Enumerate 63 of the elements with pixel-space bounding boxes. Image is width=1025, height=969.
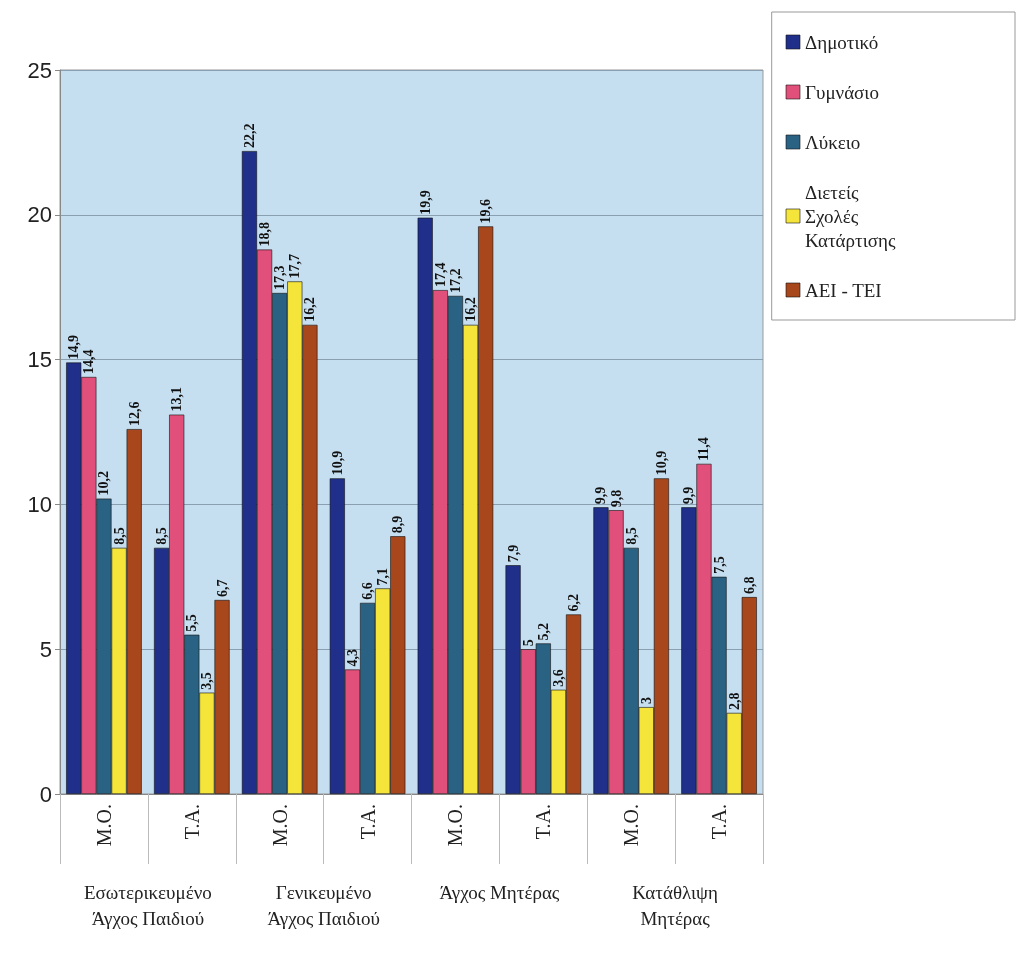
data-label: 16,2: [463, 297, 479, 322]
data-label: 6,2: [566, 593, 582, 612]
x-tick-label: Τ.Α.: [356, 804, 379, 840]
text: Άγχος Μητέρας: [439, 881, 560, 903]
data-label: 13,1: [169, 387, 185, 412]
data-label: 4,3: [344, 648, 360, 667]
legend-label: Διετείς Σχολές Κατάρτισης: [805, 181, 896, 251]
data-label: 8,5: [111, 527, 127, 545]
data-label: 9,9: [593, 486, 609, 505]
data-label: 6,6: [360, 582, 376, 600]
data-label: 10,9: [653, 450, 669, 476]
y-tick-label: 5: [39, 636, 52, 662]
x-tick-label: Τ.Α.: [180, 804, 203, 840]
legend-label: Λύκειο: [805, 131, 861, 153]
data-label: 7,1: [375, 567, 391, 586]
data-label: 3,6: [550, 669, 566, 687]
data-label: 10,2: [96, 471, 112, 496]
legend-label: ΑΕΙ - ΤΕΙ: [805, 279, 882, 301]
data-label: 14,9: [66, 335, 82, 360]
data-label: 10,9: [329, 450, 345, 476]
y-tick-label: 0: [39, 781, 52, 807]
data-label: 17,3: [272, 265, 288, 290]
data-label: 5,2: [535, 622, 551, 641]
data-label: 22,2: [241, 123, 257, 149]
y-tick-label: 20: [27, 202, 52, 228]
data-label: 14,4: [81, 349, 97, 374]
data-label: 9,8: [608, 489, 624, 508]
data-label: 17,7: [287, 253, 303, 279]
data-label: 12,6: [126, 401, 142, 427]
data-label: 9,9: [681, 486, 697, 505]
data-label: 8,5: [623, 527, 639, 545]
y-tick-label: 25: [27, 57, 52, 83]
x-tick-label: Μ.Ο.: [444, 804, 467, 847]
data-label: 8,9: [390, 515, 406, 534]
y-tick-label: 15: [27, 347, 52, 373]
x-tick-label: Μ.Ο.: [268, 804, 291, 847]
y-tick-label: 10: [27, 491, 52, 517]
data-label: 5,5: [184, 614, 200, 632]
text: Γενικευμένο Άγχος Παιδιού: [267, 881, 380, 929]
data-label: 7,5: [711, 556, 727, 574]
x-tick-label: Μ.Ο.: [92, 804, 115, 847]
x-tick-label: Τ.Α.: [708, 804, 731, 840]
data-label: 8,5: [154, 527, 170, 545]
data-label: 17,4: [432, 262, 448, 288]
data-label: 16,2: [302, 297, 318, 322]
text: Κατάθλιψη Μητέρας: [632, 881, 718, 929]
data-label: 3: [638, 697, 654, 705]
data-label: 19,9: [417, 190, 433, 215]
data-label: 17,2: [447, 268, 463, 293]
x-tick-label: Μ.Ο.: [620, 804, 643, 847]
legend-label: Δημοτικό: [805, 31, 879, 53]
data-label: 19,6: [478, 198, 494, 224]
data-label: 6,7: [214, 579, 230, 597]
data-label: 7,9: [505, 544, 521, 563]
data-label: 2,8: [726, 692, 742, 710]
data-label: 18,8: [257, 222, 273, 247]
x-tick-label: Τ.Α.: [532, 804, 555, 840]
data-label: 6,8: [741, 576, 757, 595]
data-label: 11,4: [696, 437, 712, 461]
legend-label: Γυμνάσιο: [805, 81, 879, 103]
data-label: 5: [520, 639, 536, 647]
text: Εσωτερικευμένο Άγχος Παιδιού: [83, 881, 212, 929]
data-label: 3,5: [199, 672, 215, 690]
